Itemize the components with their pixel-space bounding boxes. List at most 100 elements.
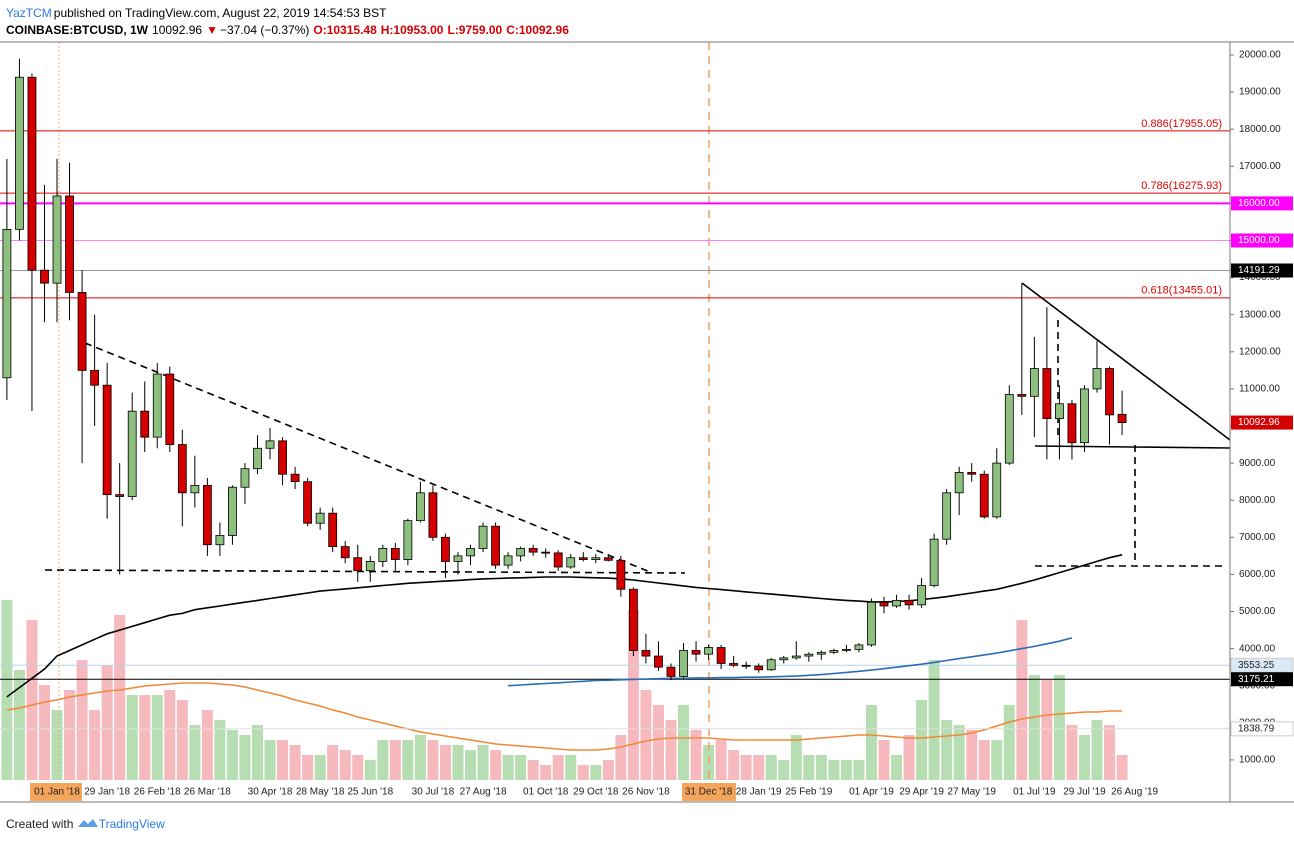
candle-body — [177, 444, 187, 494]
volume-bar — [966, 730, 978, 780]
candle-body — [766, 659, 776, 671]
x-tick-label: 28 May '18 — [296, 787, 345, 798]
logo — [77, 819, 98, 827]
volume-bar — [414, 735, 426, 780]
volume-bar — [891, 755, 903, 780]
candle-body — [704, 647, 713, 655]
volume-bar — [1016, 620, 1028, 780]
x-tick-label: 29 Jul '19 — [1063, 787, 1106, 798]
candle-body — [879, 601, 889, 607]
candle-body — [541, 551, 551, 554]
volume-bar — [89, 710, 101, 780]
y-tick-label: 8000.00 — [1239, 495, 1276, 506]
volume-bar — [1078, 735, 1090, 780]
moving-averages — [6, 554, 1123, 698]
price-tag — [1231, 263, 1293, 278]
price-tag — [1231, 233, 1293, 248]
volume-bar — [853, 760, 865, 780]
volume-bar — [627, 610, 639, 780]
x-highlight — [30, 783, 82, 801]
candle-body — [1004, 394, 1014, 464]
candle-body — [491, 525, 500, 566]
volume-bar — [778, 760, 790, 780]
volume-bar — [577, 765, 589, 780]
candle-body — [967, 471, 977, 475]
price-tag-label: 16000.00 — [1238, 198, 1280, 209]
support-line — [44, 569, 686, 574]
candle-body — [741, 664, 751, 667]
candle-body — [1017, 394, 1027, 397]
volume-bar — [652, 705, 664, 780]
volume-bar — [189, 725, 201, 780]
candle-body — [152, 373, 162, 438]
x-tick-label: 25 Jun '18 — [347, 787, 393, 798]
volume-bar — [13, 670, 25, 780]
price-tag — [1230, 721, 1294, 737]
volume-bar — [715, 740, 727, 780]
volume-bar — [101, 665, 113, 780]
candle-body — [115, 494, 125, 497]
y-tick-label: 5000.00 — [1239, 606, 1276, 617]
volume-bar — [76, 660, 88, 780]
x-tick-label: 26 Aug '19 — [1111, 787, 1158, 798]
candle-body — [1080, 388, 1089, 444]
candle-body — [641, 650, 651, 657]
y-tick-label: 6000.00 — [1239, 569, 1276, 580]
candle-body — [441, 536, 450, 562]
volume-bar — [477, 745, 489, 780]
candle-body — [854, 644, 864, 650]
header: YazTCM published on TradingView.com, Augu… — [6, 5, 569, 39]
volume-bar — [916, 700, 928, 780]
volume-bar — [665, 720, 677, 780]
volume-bar — [790, 735, 802, 780]
level-label: 0.886(17955.05) — [1141, 118, 1222, 130]
x-tick-label: 27 Aug '18 — [460, 787, 507, 798]
price-tag-label: 1838.79 — [1238, 723, 1275, 734]
candle-body — [77, 292, 87, 371]
volume-bar — [828, 760, 840, 780]
price-tag — [1230, 657, 1294, 673]
moving-average — [6, 554, 1123, 698]
candle-body — [1055, 403, 1064, 419]
candle-body — [691, 650, 701, 655]
volume-bar — [678, 705, 690, 780]
header-line: COINBASE:BTCUSD, 1W 10092.96 ▼ −37.04 (−0.3… — [6, 22, 569, 39]
candle-body — [265, 440, 275, 449]
level-label: 0.618(13455.01) — [1141, 285, 1222, 297]
candle-body — [516, 548, 526, 557]
author[interactable]: YazTCM — [6, 6, 52, 20]
volume-bar — [565, 755, 577, 780]
volume-bar — [527, 760, 539, 780]
candle-body — [616, 559, 626, 590]
y-tick-label: 4000.00 — [1239, 643, 1276, 654]
x-highlight — [682, 783, 736, 801]
volume-bar — [352, 755, 364, 780]
candle-body — [27, 76, 37, 271]
volume-bar — [377, 740, 389, 780]
candle-body — [867, 601, 876, 646]
volume-bar — [51, 710, 63, 780]
candle-body — [365, 561, 375, 572]
volume-bar — [38, 685, 50, 780]
candle-body — [716, 647, 726, 664]
y-tick-label: 17000.00 — [1239, 161, 1281, 172]
volume-bar — [1041, 680, 1053, 780]
candle-body — [629, 588, 638, 651]
candle-body — [353, 557, 363, 572]
volume-pane — [1, 600, 1128, 780]
candle-body — [453, 555, 463, 562]
y-tick-label: 1000.00 — [1239, 755, 1276, 766]
x-tick-label: 01 Apr '19 — [849, 787, 894, 798]
volume-bar — [264, 740, 276, 780]
ohlc-close: C:10092.96 — [506, 23, 569, 37]
candle-body — [478, 525, 488, 549]
volume-bar — [753, 755, 765, 780]
candle-body — [428, 492, 438, 538]
ohlc-high: H:10953.00 — [380, 23, 444, 37]
brand[interactable]: TradingView — [98, 817, 165, 831]
price-tag — [1231, 196, 1293, 211]
y-tick-label: 18000.00 — [1239, 124, 1281, 135]
volume-bar — [302, 755, 314, 780]
volume-bar — [1091, 720, 1103, 780]
